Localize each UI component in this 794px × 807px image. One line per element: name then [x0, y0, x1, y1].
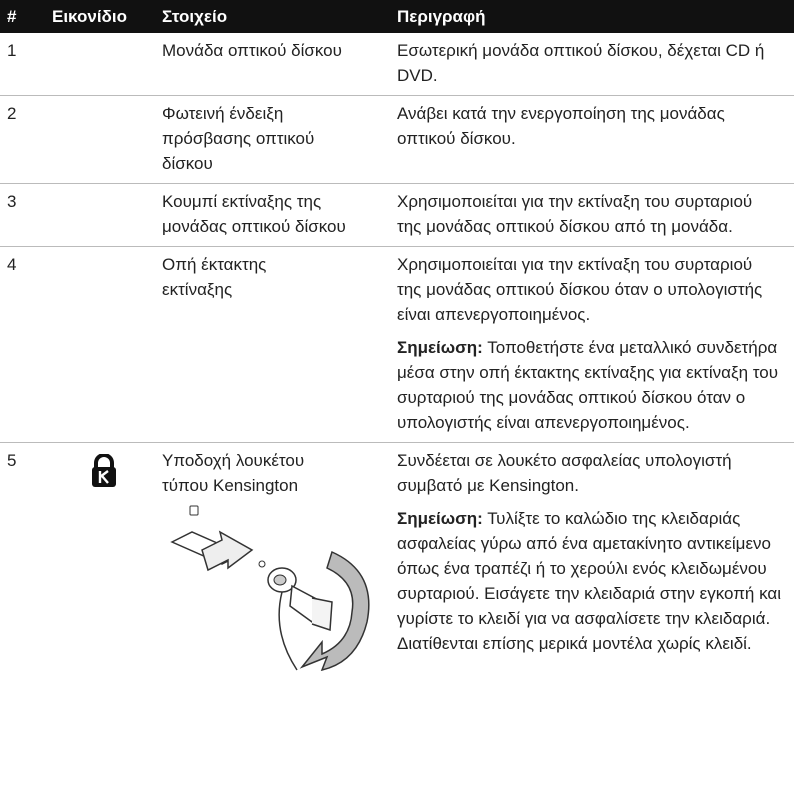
note-label: Σημείωση: [397, 509, 483, 528]
description: Χρησιμοποιείται για την εκτίναξη του συρ… [397, 192, 753, 236]
note-text: Τοποθετήστε ένα μεταλλικό συνδετήρα μέσα… [397, 338, 779, 432]
item: Οπή έκτακτης εκτίναξης [155, 246, 390, 443]
row: 5 Υποδοχή λουκέτου τύπου Kensington Συνδ… [0, 443, 794, 687]
number: 2 [0, 95, 45, 184]
item: Κουμπί εκτίναξης της μονάδας οπτικού δίσ… [155, 183, 390, 247]
number: 5 [7, 451, 17, 470]
column-header: Στοιχείο [155, 0, 390, 33]
column-header: # [0, 0, 45, 33]
note: Σημείωση: Τυλίξτε το καλώδιο της κλειδαρ… [397, 506, 790, 656]
number: 4 [0, 246, 45, 443]
number: 3 [0, 183, 45, 247]
description: Χρησιμοποιείται για την εκτίναξη του συρ… [397, 255, 763, 324]
kensington-illustration [170, 505, 370, 672]
description: Συνδέεται σε λουκέτο ασφαλείας υπολογιστ… [397, 451, 732, 495]
lock-icon [92, 453, 116, 487]
row: 2 Φωτεινή ένδειξη πρόσβασης οπτικού δίσκ… [0, 95, 794, 184]
row: 1 Μονάδα οπτικού δίσκου Εσωτερική μονάδα… [0, 33, 794, 96]
spec-table: # Εικονίδιο Στοιχείο Περιγραφή 1 Μονάδα … [0, 0, 794, 687]
header-row: # Εικονίδιο Στοιχείο Περιγραφή [0, 0, 794, 33]
row: 3 Κουμπί εκτίναξης της μονάδας οπτικού δ… [0, 183, 794, 247]
column-header: Εικονίδιο [45, 0, 155, 33]
note-label: Σημείωση: [397, 338, 483, 357]
item: Μονάδα οπτικού δίσκου [155, 33, 390, 96]
description: Εσωτερική μονάδα οπτικού δίσκου, δέχεται… [397, 41, 765, 85]
item: Φωτεινή ένδειξη πρόσβασης οπτικού δίσκου [155, 95, 390, 184]
note-text: Τυλίξτε το καλώδιο της κλειδαριάς ασφαλε… [397, 509, 782, 653]
note: Σημείωση: Τοποθετήστε ένα μεταλλικό συνδ… [397, 335, 790, 435]
column-header: Περιγραφή [390, 0, 794, 33]
item: Υποδοχή λουκέτου τύπου Kensington [162, 451, 305, 495]
description: Ανάβει κατά την ενεργοποίηση της μονάδας… [397, 104, 725, 148]
number: 1 [0, 33, 45, 96]
row: 4 Οπή έκτακτης εκτίναξης Χρησιμοποιείται… [0, 246, 794, 443]
